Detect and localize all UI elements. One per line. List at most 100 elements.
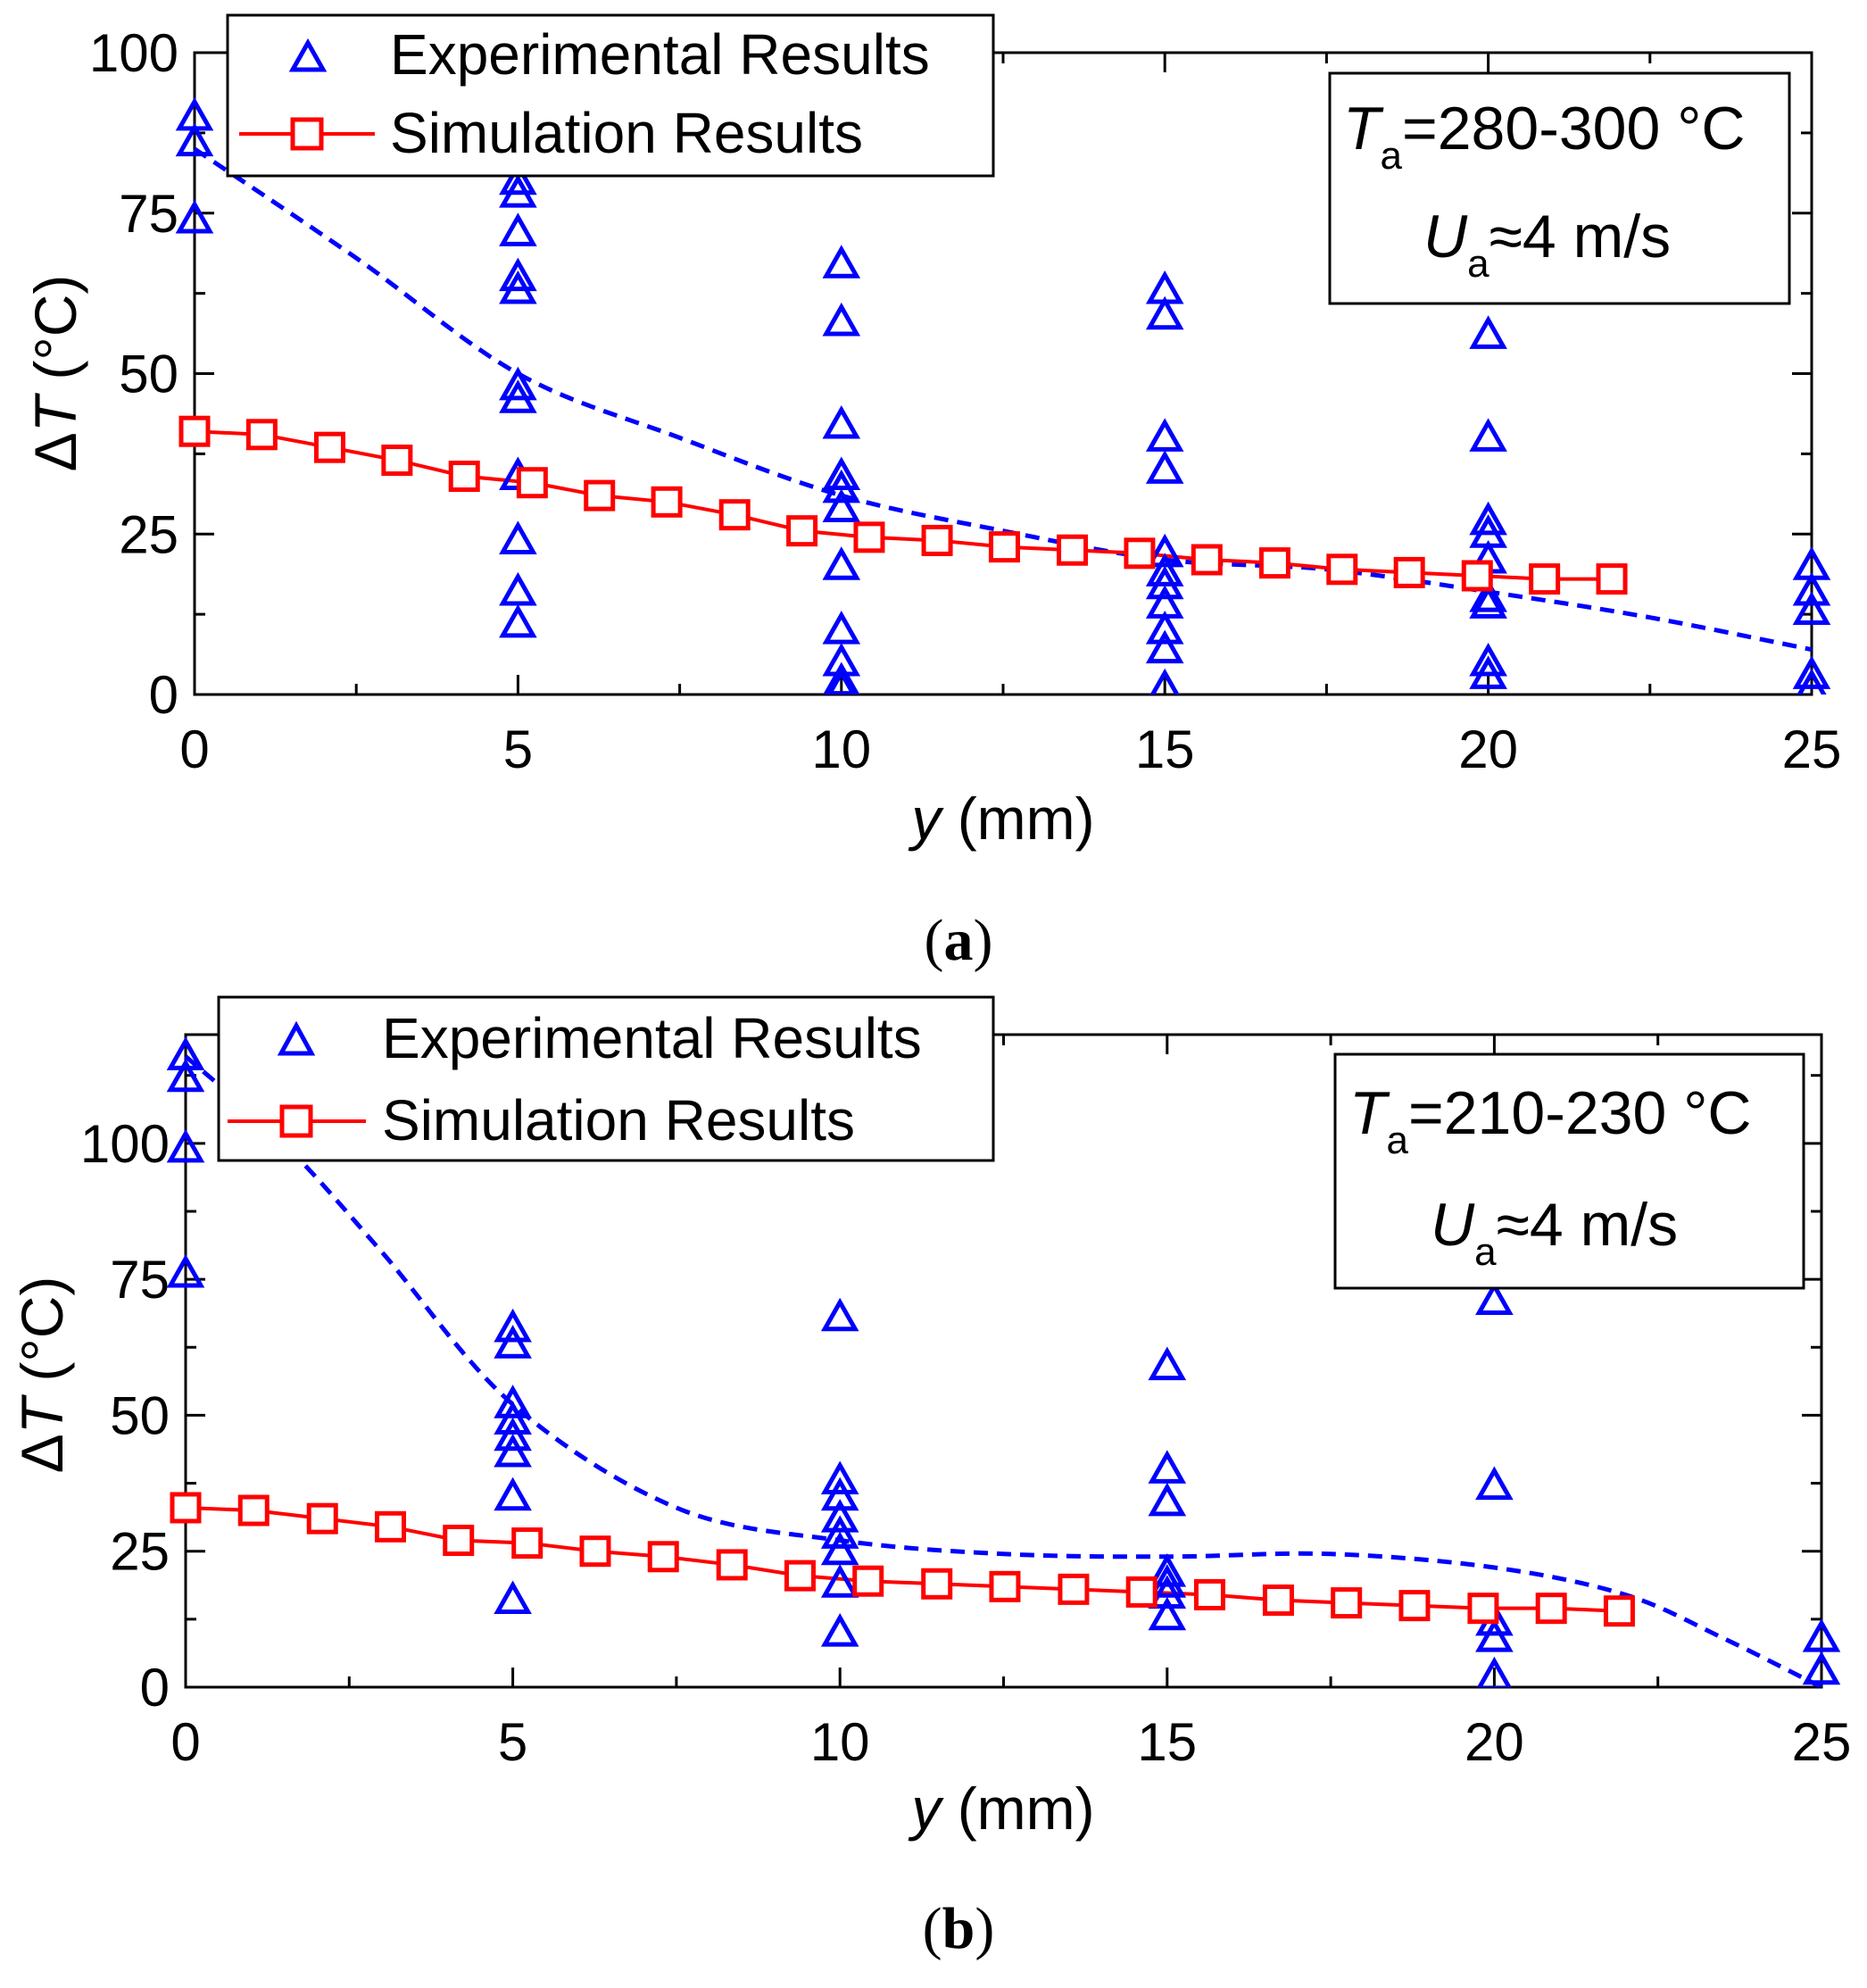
x-tick-label-a: 0 bbox=[179, 720, 209, 779]
x-axis-label-a: y (mm) bbox=[908, 786, 1094, 852]
experimental-point-a bbox=[499, 174, 537, 208]
experimental-point-b bbox=[1802, 1651, 1841, 1685]
simulation-point-a bbox=[245, 419, 278, 451]
experimental-point-a bbox=[822, 456, 861, 491]
experimental-point-b bbox=[1148, 1564, 1187, 1598]
simulation-point-b bbox=[374, 1510, 406, 1543]
panel-label-a: (a) bbox=[925, 908, 993, 973]
experimental-point-a bbox=[1145, 295, 1184, 330]
experimental-point-a bbox=[1145, 553, 1184, 586]
simulation-point-b bbox=[1125, 1576, 1158, 1608]
y-axis-label-b: ΔT (°C) bbox=[9, 1277, 75, 1474]
series-clip-a bbox=[175, 96, 1831, 695]
experimental-point-a bbox=[1149, 668, 1180, 695]
experimental-point-b bbox=[494, 1325, 532, 1359]
simulation-point-b bbox=[1398, 1590, 1431, 1622]
series-clip-b bbox=[166, 1036, 1841, 1687]
experimental-point-a bbox=[822, 611, 861, 645]
experimental-point-a bbox=[499, 270, 537, 304]
simulation-point-b bbox=[852, 1565, 884, 1597]
experimental-point-b bbox=[820, 1499, 859, 1533]
simulation-point-b bbox=[1603, 1595, 1635, 1627]
legend-label-simulation-a: Simulation Results bbox=[390, 101, 863, 165]
simulation-point-a bbox=[448, 461, 480, 493]
simulation-point-b bbox=[784, 1560, 816, 1592]
experimental-point-b bbox=[1148, 1553, 1187, 1587]
experimental-point-a bbox=[1145, 611, 1184, 645]
experimental-point-a bbox=[822, 302, 861, 337]
ticks-group-b: 0 5 10 15 20 25 0 25 50 75 100 bbox=[80, 1035, 1851, 1772]
simulation-point-a bbox=[1393, 556, 1425, 588]
simulation-point-a bbox=[853, 521, 885, 553]
simulation-point-a bbox=[1124, 537, 1156, 570]
experimental-point-b bbox=[166, 1058, 205, 1093]
simulation-point-a bbox=[921, 524, 953, 556]
experimental-point-a bbox=[822, 546, 861, 580]
simulation-point-a bbox=[313, 431, 345, 463]
annotation-a: Ta=280-300 °C Ua≈4 m/s bbox=[1328, 71, 1791, 305]
annotation-temperature-b: Ta=210-230 °C bbox=[1349, 1079, 1752, 1162]
simulation-point-a bbox=[1057, 534, 1089, 566]
legend-label-experimental-b: Experimental Results bbox=[382, 1006, 922, 1070]
simulation-point-b bbox=[921, 1568, 953, 1600]
experimental-point-b bbox=[820, 1476, 859, 1511]
annotation-b: Ta=210-230 °C Ua≈4 m/s bbox=[1333, 1052, 1805, 1290]
experimental-point-a bbox=[1792, 591, 1831, 626]
x-tick-label-b: 15 bbox=[1137, 1712, 1197, 1772]
simulation-point-b bbox=[647, 1541, 679, 1573]
legend-triangle-marker-a bbox=[288, 37, 328, 72]
legend-box-b bbox=[217, 995, 995, 1162]
simulation-point-b bbox=[1535, 1593, 1567, 1625]
experimental-point-b bbox=[494, 1417, 532, 1451]
simulation-point-a bbox=[178, 415, 211, 447]
experimental-point-a bbox=[1145, 533, 1184, 568]
simulation-point-b bbox=[1467, 1593, 1499, 1625]
simulation-point-b bbox=[989, 1570, 1021, 1602]
x-axis-label-b: y (mm) bbox=[908, 1776, 1094, 1842]
y-tick-label-a: 50 bbox=[119, 345, 178, 404]
experimental-point-a bbox=[1792, 655, 1831, 689]
experimental-point-a bbox=[1469, 642, 1507, 677]
x-tick-label-b: 5 bbox=[498, 1712, 527, 1772]
experimental-point-a bbox=[1145, 450, 1184, 484]
experimental-point-b bbox=[820, 1531, 859, 1566]
simulation-point-b bbox=[306, 1502, 338, 1535]
experimental-point-b bbox=[166, 1128, 205, 1163]
experimental-point-b bbox=[1148, 1575, 1187, 1609]
x-tick-label-b: 0 bbox=[170, 1712, 200, 1772]
experimental-point-b bbox=[494, 1401, 532, 1435]
simulation-point-a bbox=[1191, 544, 1223, 576]
experimental-point-b bbox=[820, 1613, 859, 1647]
y-tick-label-b: 50 bbox=[110, 1385, 170, 1445]
experimental-point-a bbox=[823, 661, 860, 695]
x-tick-label-a: 10 bbox=[811, 720, 871, 779]
experimental-point-b bbox=[1148, 1346, 1187, 1381]
experimental-point-b bbox=[1148, 1450, 1187, 1484]
experimental-point-a bbox=[175, 122, 214, 157]
experimental-point-a bbox=[822, 469, 861, 503]
simulation-point-b bbox=[511, 1527, 544, 1560]
annotation-temperature-a: Ta=280-300 °C bbox=[1343, 95, 1746, 178]
panel-label-b: (b) bbox=[923, 1896, 995, 1961]
x-tick-label-a: 5 bbox=[503, 720, 533, 779]
y-tick-label-a: 100 bbox=[89, 23, 178, 83]
simulation-line-b bbox=[185, 1505, 1620, 1613]
experimental-point-b bbox=[494, 1476, 532, 1511]
x-tick-label-a: 20 bbox=[1458, 720, 1518, 779]
legend-a: Experimental Results Simulation Results bbox=[226, 13, 995, 178]
experimental-point-b bbox=[494, 1308, 532, 1343]
experimental-point-a bbox=[499, 366, 537, 401]
ticks-group-a: 0 5 10 15 20 25 0 25 50 75 100 bbox=[89, 23, 1841, 779]
simulation-point-b bbox=[1262, 1585, 1294, 1617]
experimental-point-a bbox=[1469, 585, 1507, 619]
simulation-point-b bbox=[716, 1549, 748, 1581]
annotation-box-b bbox=[1333, 1052, 1805, 1290]
x-tick-label-b: 10 bbox=[810, 1712, 870, 1772]
experimental-point-a bbox=[499, 257, 537, 292]
experimental-point-a bbox=[1469, 578, 1507, 612]
experimental-point-a bbox=[1469, 501, 1507, 536]
annotation-box-a bbox=[1328, 71, 1791, 305]
legend-b: Experimental Results Simulation Results bbox=[217, 995, 995, 1162]
experimental-point-b bbox=[166, 1253, 205, 1288]
trend-dashed-line-a bbox=[193, 146, 1813, 653]
